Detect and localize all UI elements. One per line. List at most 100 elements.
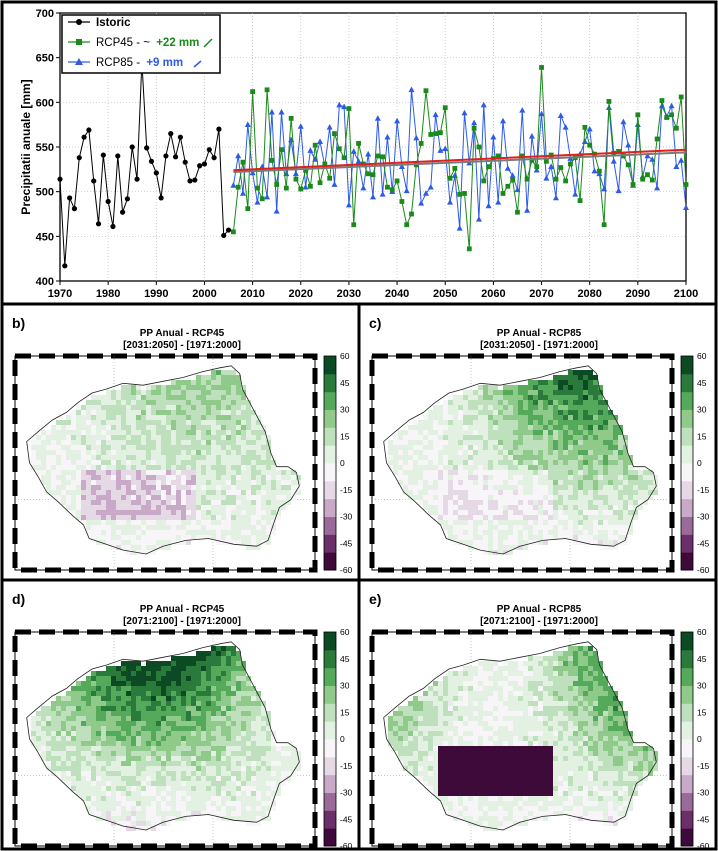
map-cell [206, 450, 211, 455]
map-cell [508, 435, 513, 440]
map-cell [588, 495, 593, 500]
map-cell [176, 475, 181, 480]
map-cell [246, 711, 251, 716]
map-cell [46, 490, 51, 495]
map-cell [121, 400, 126, 405]
map-cell [483, 696, 488, 701]
map-cell [458, 415, 463, 420]
map-cell [413, 706, 418, 711]
map-cell [598, 400, 603, 405]
map-cell [141, 500, 146, 505]
map-cell [226, 475, 231, 480]
map-cell [91, 796, 96, 801]
map-cell [251, 540, 256, 545]
map-cell [151, 540, 156, 545]
map-cell [638, 505, 643, 510]
map-cell [91, 510, 96, 515]
map-cell [146, 676, 151, 681]
map-cell [553, 480, 558, 485]
map-cell [141, 811, 146, 816]
map-cell [131, 505, 136, 510]
map-cell [528, 395, 533, 400]
map-cell [121, 510, 126, 515]
map-cell [136, 390, 141, 395]
map-cell [231, 666, 236, 671]
map-cell [538, 495, 543, 500]
map-cell [176, 741, 181, 746]
map-cell [538, 676, 543, 681]
data-point-rcp85 [552, 194, 559, 201]
map-cell [121, 415, 126, 420]
map-cell [533, 380, 538, 385]
map-cell [548, 475, 553, 480]
map-cell [216, 505, 221, 510]
colorbar-segment [324, 534, 336, 553]
map-cell [226, 756, 231, 761]
map-cell [146, 711, 151, 716]
map-cell [468, 525, 473, 530]
map-cell [101, 756, 106, 761]
map-cell [61, 741, 66, 746]
map-cell [618, 465, 623, 470]
map-cell [236, 731, 241, 736]
map-cell [583, 430, 588, 435]
map-cell [473, 435, 478, 440]
map-cell [181, 766, 186, 771]
map-cell [236, 415, 241, 420]
map-cell [226, 776, 231, 781]
map-cell [266, 455, 271, 460]
map-cell [186, 465, 191, 470]
map-cell [236, 420, 241, 425]
map-cell [146, 485, 151, 490]
map-cell [136, 420, 141, 425]
map-cell [241, 455, 246, 460]
map-cell [101, 395, 106, 400]
map-cell [523, 430, 528, 435]
map-cell [226, 380, 231, 385]
map-cell [81, 791, 86, 796]
map-cell [573, 505, 578, 510]
map-cell [463, 485, 468, 490]
map-cell [503, 510, 508, 515]
map-cell [488, 490, 493, 495]
map-cell [573, 390, 578, 395]
map-cell [191, 796, 196, 801]
map-cell [528, 540, 533, 545]
data-point-rcp85 [644, 152, 651, 159]
map-cell [438, 440, 443, 445]
map-cell [231, 796, 236, 801]
data-point-istoric [91, 178, 97, 184]
map-cell [438, 485, 443, 490]
map-cell [226, 741, 231, 746]
map-cell [86, 751, 91, 756]
map-cell [106, 781, 111, 786]
map-cell [211, 796, 216, 801]
legend-istoric: Istoric [96, 17, 131, 29]
map-cell [256, 701, 261, 706]
map-cell [141, 420, 146, 425]
map-cell [136, 761, 141, 766]
map-cell [503, 661, 508, 666]
map-cell [71, 455, 76, 460]
map-cell [101, 671, 106, 676]
map-cell [201, 445, 206, 450]
map-cell [266, 490, 271, 495]
map-cell [76, 415, 81, 420]
map-cell [286, 771, 291, 776]
map-cell [508, 415, 513, 420]
map-cell [458, 430, 463, 435]
map-cell [493, 691, 498, 696]
map-cell [61, 470, 66, 475]
map-cell [136, 811, 141, 816]
map-cell [201, 656, 206, 661]
map-cell [111, 525, 116, 530]
map-cell [513, 385, 518, 390]
map-cell [493, 495, 498, 500]
map-cell [473, 520, 478, 525]
map-cell [608, 470, 613, 475]
map-cell [578, 460, 583, 465]
data-point-istoric [158, 195, 164, 201]
map-cell [91, 736, 96, 741]
map-cell [131, 671, 136, 676]
map-cell [76, 465, 81, 470]
